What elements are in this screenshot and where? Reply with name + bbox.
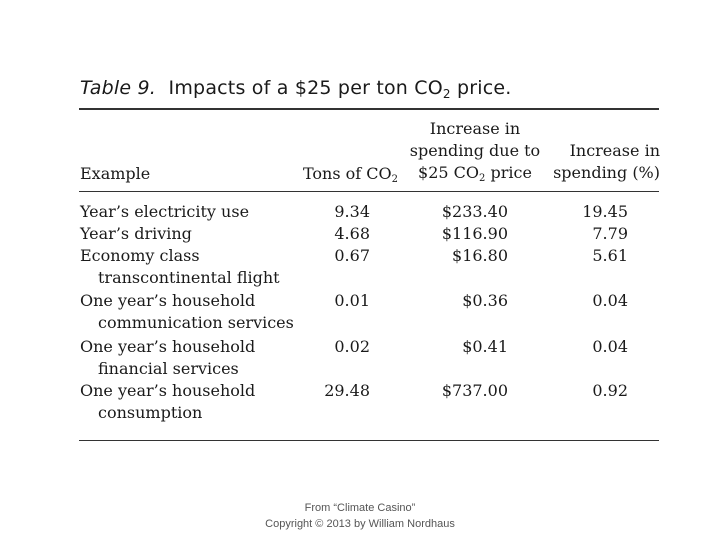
cell-tons: 9.34: [334, 202, 370, 221]
cell-example-text: Economy class: [80, 246, 200, 265]
header-rule: [79, 191, 659, 192]
cell-example-text: One year’s household: [80, 381, 256, 400]
table-title-text: Impacts of a $25 per ton CO: [168, 77, 443, 99]
cell-pct: 5.61: [592, 246, 628, 265]
header-increase-line3-end: price: [485, 163, 532, 182]
copyright-footer: From “Climate Casino” Copyright © 2013 b…: [0, 500, 720, 532]
header-increase-line3: $25 CO2 price: [408, 162, 542, 190]
header-increase-line3-text: $25 CO: [418, 163, 480, 182]
header-tons-subscript: 2: [391, 174, 398, 185]
cell-example: One year’s household communication servic…: [80, 290, 294, 334]
table-title-subscript: 2: [442, 87, 451, 101]
cell-example-text: Year’s electricity use: [80, 202, 250, 221]
header-pct-line1: Increase in: [569, 141, 660, 160]
cell-example-text: One year’s household: [80, 291, 256, 310]
cell-example-continuation: transcontinental flight: [98, 268, 280, 287]
header-example: Example: [80, 164, 151, 183]
cell-spending: $16.80: [452, 246, 508, 265]
cell-tons: 29.48: [324, 381, 370, 400]
top-rule: [79, 108, 659, 110]
cell-example-continuation: communication services: [98, 313, 294, 332]
table-title-end: price.: [450, 77, 512, 99]
table-title: Table 9. Impacts of a $25 per ton CO2 pr…: [80, 77, 512, 101]
cell-spending: $116.90: [441, 224, 508, 243]
cell-pct: 7.79: [592, 224, 628, 243]
cell-example-continuation: consumption: [98, 403, 203, 422]
footer-copyright: Copyright © 2013 by William Nordhaus: [265, 518, 455, 530]
cell-example-text: Year’s driving: [80, 224, 192, 243]
cell-pct: 0.92: [592, 381, 628, 400]
cell-pct: 0.04: [592, 337, 628, 356]
cell-pct: 0.04: [592, 291, 628, 310]
cell-example-text: One year’s household: [80, 337, 256, 356]
cell-example: Year’s driving: [80, 223, 192, 245]
header-tons-text: Tons of CO: [302, 164, 392, 183]
footer-source: From “Climate Casino”: [304, 502, 416, 514]
cell-tons: 0.01: [334, 291, 370, 310]
cell-example: One year’s household financial services: [80, 336, 255, 380]
header-pct-line2: spending (%): [553, 163, 660, 182]
cell-tons: 4.68: [334, 224, 370, 243]
table-title-label: Table 9.: [80, 77, 157, 99]
cell-tons: 0.67: [334, 246, 370, 265]
header-increase-line1: Increase in: [429, 119, 521, 138]
header-increase-line2: spending due to: [409, 141, 541, 160]
header-increase-spending: Increase in spending due to $25 CO2 pric…: [408, 118, 542, 190]
bottom-rule: [79, 440, 659, 441]
cell-example: Year’s electricity use: [80, 201, 249, 223]
cell-spending: $0.36: [462, 291, 508, 310]
cell-example: One year’s household consumption: [80, 380, 255, 424]
header-increase-pct: Increase in spending (%): [548, 140, 660, 184]
header-tons-co2: Tons of CO2: [298, 163, 398, 191]
cell-pct: 19.45: [582, 202, 628, 221]
header-increase-line3-subscript: 2: [479, 173, 486, 184]
cell-spending: $737.00: [441, 381, 508, 400]
cell-example: Economy class transcontinental flight: [80, 245, 280, 289]
cell-tons: 0.02: [334, 337, 370, 356]
cell-example-continuation: financial services: [98, 359, 239, 378]
cell-spending: $0.41: [462, 337, 508, 356]
cell-spending: $233.40: [441, 202, 508, 221]
